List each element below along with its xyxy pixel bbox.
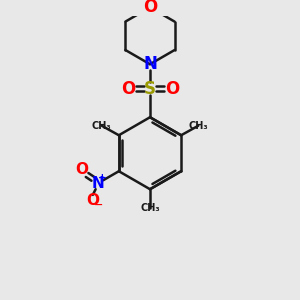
Text: +: + (98, 173, 106, 183)
Text: −: − (94, 200, 103, 210)
Text: CH₃: CH₃ (188, 121, 208, 131)
Text: N: N (91, 176, 104, 191)
Text: N: N (143, 55, 157, 73)
Text: S: S (144, 80, 156, 98)
Text: O: O (165, 80, 179, 98)
Text: O: O (121, 80, 135, 98)
Text: CH₃: CH₃ (92, 121, 112, 131)
Text: CH₃: CH₃ (140, 203, 160, 213)
Text: O: O (143, 0, 157, 16)
Text: O: O (75, 162, 88, 177)
Text: O: O (86, 193, 99, 208)
